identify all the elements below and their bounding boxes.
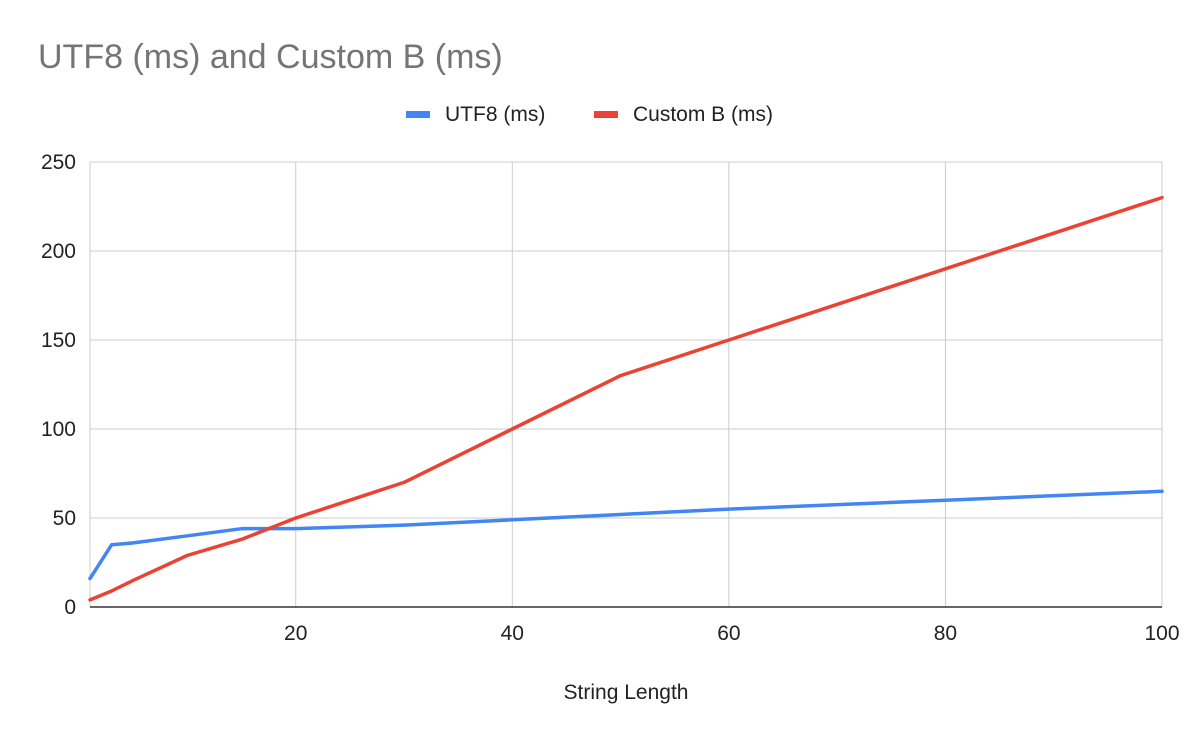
grid (89, 161, 1163, 608)
legend-label-custom-b: Custom B (ms) (633, 103, 773, 126)
x-tick-label-80: 80 (934, 622, 957, 645)
y-tick-label-50: 50 (53, 507, 76, 530)
legend-swatch-custom-b (594, 111, 618, 118)
y-tick-label-0: 0 (64, 596, 76, 619)
series-line-utf8 (88, 489, 1164, 581)
y-tick-label-250: 250 (41, 151, 76, 174)
y-tick-label-200: 200 (41, 240, 76, 263)
x-tick-label-100: 100 (1144, 622, 1179, 645)
series-line-custom-b (88, 195, 1164, 602)
x-tick-label-60: 60 (717, 622, 740, 645)
legend-label-utf8: UTF8 (ms) (445, 103, 545, 126)
legend: UTF8 (ms) Custom B (ms) (406, 103, 773, 126)
x-tick-label-20: 20 (284, 622, 307, 645)
y-tick-label-150: 150 (41, 329, 76, 352)
x-axis-ticks: 20 40 60 80 100 (284, 622, 1179, 645)
x-tick-label-40: 40 (501, 622, 524, 645)
y-tick-label-100: 100 (41, 418, 76, 441)
x-axis-label: String Length (564, 681, 689, 704)
legend-swatch-utf8 (406, 111, 430, 118)
chart-title: UTF8 (ms) and Custom B (ms) (38, 38, 503, 76)
series-group (88, 195, 1164, 602)
y-axis-ticks: 0 50 100 150 200 250 (41, 151, 76, 619)
